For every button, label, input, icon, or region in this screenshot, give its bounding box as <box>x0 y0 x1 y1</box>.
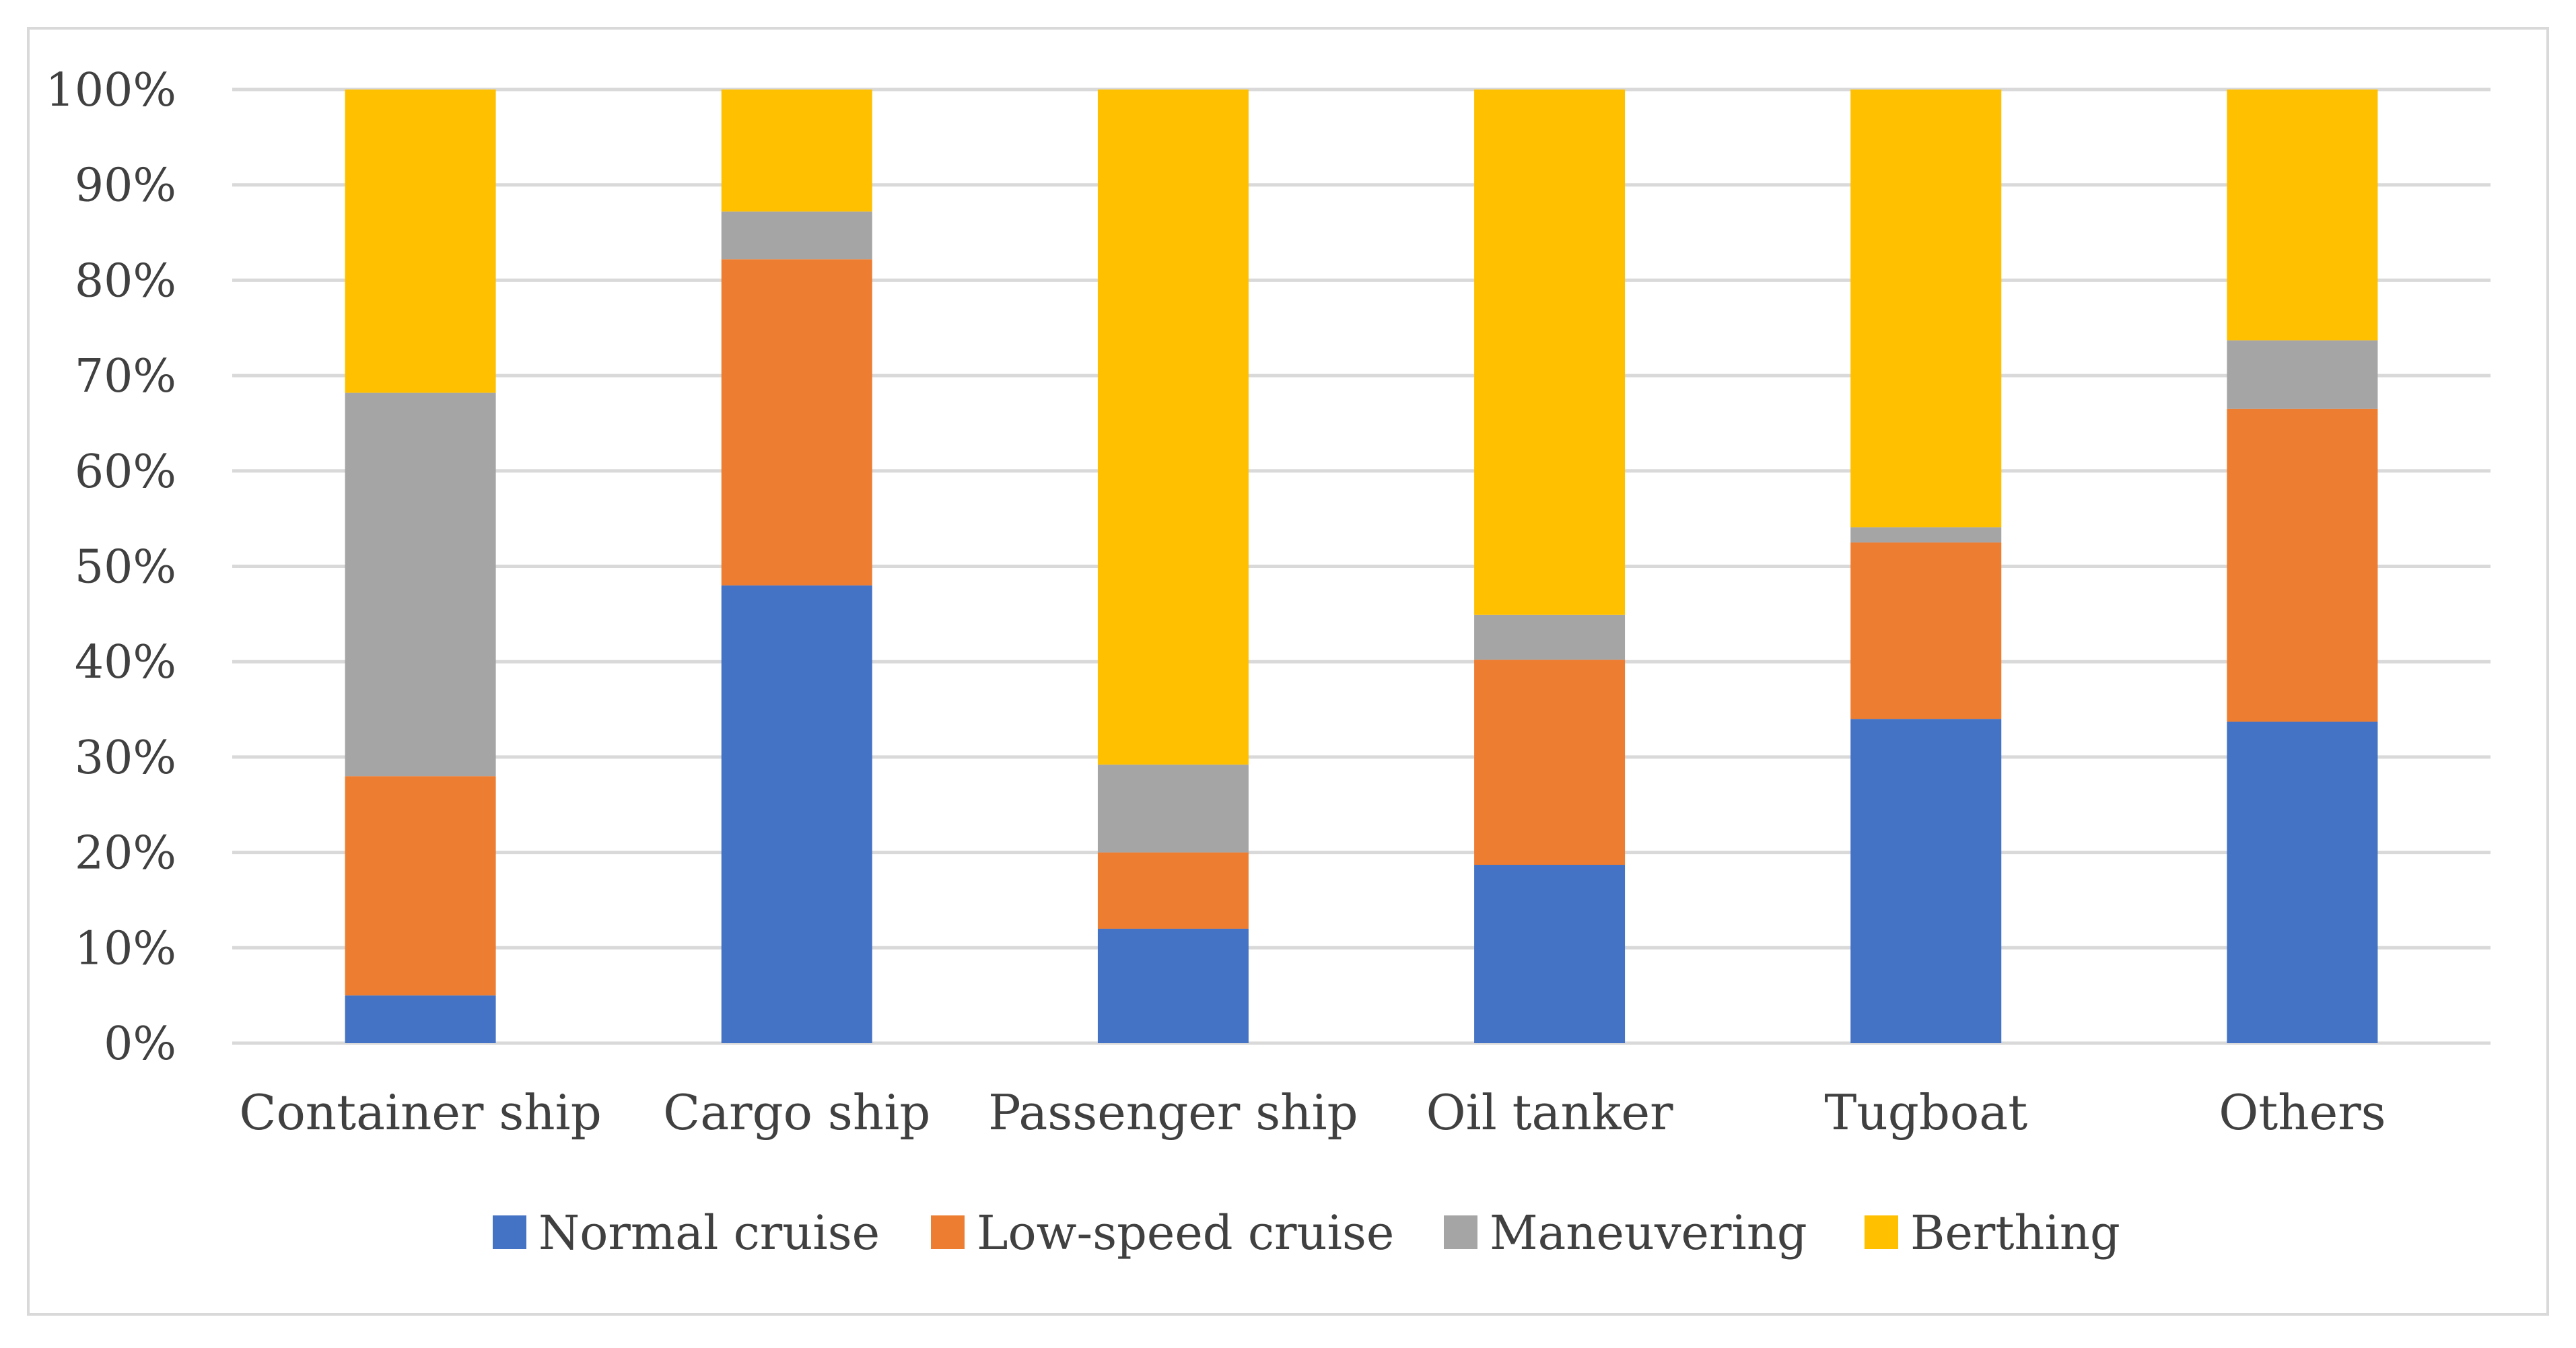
bar-segment-normal-cruise <box>2227 721 2378 1043</box>
y-tick-label: 100% <box>46 64 176 117</box>
legend-label: Low-speed cruise <box>977 1205 1394 1261</box>
bar-segment-low-speed-cruise <box>1474 660 1626 865</box>
legend-label: Normal cruise <box>538 1205 880 1261</box>
x-category-label: Tugboat <box>1824 1084 2027 1141</box>
bar-stack-cargo-ship <box>721 90 872 1043</box>
x-category-label: Container ship <box>239 1084 601 1141</box>
bar-segment-berthing <box>2227 90 2378 341</box>
bar-segment-low-speed-cruise <box>721 259 872 586</box>
bar-segment-low-speed-cruise <box>1850 542 2002 719</box>
bar-segment-low-speed-cruise <box>2227 409 2378 722</box>
legend-swatch <box>931 1215 965 1249</box>
y-tick-label: 40% <box>75 636 176 689</box>
bar-segment-normal-cruise <box>1474 865 1626 1043</box>
y-tick-label: 0% <box>104 1018 176 1071</box>
bar-segment-berthing <box>721 90 872 212</box>
bar-stack-container-ship <box>345 90 496 1043</box>
y-tick-label: 20% <box>75 827 176 880</box>
legend-swatch <box>1865 1215 1898 1249</box>
bar-segment-maneuvering <box>1474 614 1626 660</box>
bar-segment-maneuvering <box>345 392 496 777</box>
legend-item-normal-cruise: Normal cruise <box>493 1205 880 1261</box>
legend-item-berthing: Berthing <box>1865 1205 2120 1261</box>
y-tick-label: 90% <box>75 159 176 213</box>
legend-item-low-speed-cruise: Low-speed cruise <box>931 1205 1394 1261</box>
bar-segment-maneuvering <box>1850 527 2002 543</box>
bar-segment-normal-cruise <box>1097 928 1249 1043</box>
y-tick-label: 10% <box>75 922 176 975</box>
bar-stack-oil-tanker <box>1474 90 1626 1043</box>
legend-label: Maneuvering <box>1490 1205 1807 1261</box>
y-tick-label: 70% <box>75 350 176 403</box>
bar-stack-passenger-ship <box>1097 90 1249 1043</box>
bar-segment-berthing <box>1097 90 1249 765</box>
bar-segment-berthing <box>345 90 496 393</box>
y-tick-label: 50% <box>75 541 176 594</box>
y-tick-label: 80% <box>75 254 176 308</box>
x-category-label: Oil tanker <box>1426 1084 1673 1141</box>
x-category-label: Passenger ship <box>988 1084 1358 1141</box>
legend-label: Berthing <box>1910 1205 2120 1261</box>
y-tick-label: 30% <box>75 732 176 785</box>
legend-swatch <box>1444 1215 1477 1249</box>
bar-segment-normal-cruise <box>345 995 496 1043</box>
bar-segment-maneuvering <box>721 211 872 260</box>
gridlines <box>232 87 2491 1045</box>
bar-segment-maneuvering <box>1097 765 1249 853</box>
bars <box>345 90 2378 1043</box>
legend: Normal cruise Low-speed cruise Maneuvering… <box>493 1205 2120 1261</box>
bar-segment-berthing <box>1474 90 1626 615</box>
bar-segment-low-speed-cruise <box>345 776 496 996</box>
x-category-label: Cargo ship <box>663 1084 930 1141</box>
bar-stack-tugboat <box>1850 90 2002 1043</box>
bar-segment-low-speed-cruise <box>1097 852 1249 929</box>
bar-stack-others <box>2227 90 2378 1043</box>
bar-segment-berthing <box>1850 90 2002 528</box>
legend-swatch <box>493 1215 526 1249</box>
bar-segment-normal-cruise <box>1850 719 2002 1043</box>
y-axis-tick-labels: 0% 10% 20% 30% 40% 50% 60% 70% 80% 90% 100% <box>46 64 176 1071</box>
legend-item-maneuvering: Maneuvering <box>1444 1205 1807 1261</box>
x-axis-category-labels: Container ship Cargo ship Passenger ship Oi… <box>239 1084 2386 1141</box>
bar-segment-normal-cruise <box>721 585 872 1043</box>
x-category-label: Others <box>2219 1084 2386 1141</box>
y-tick-label: 60% <box>75 446 176 499</box>
bar-segment-maneuvering <box>2227 340 2378 409</box>
